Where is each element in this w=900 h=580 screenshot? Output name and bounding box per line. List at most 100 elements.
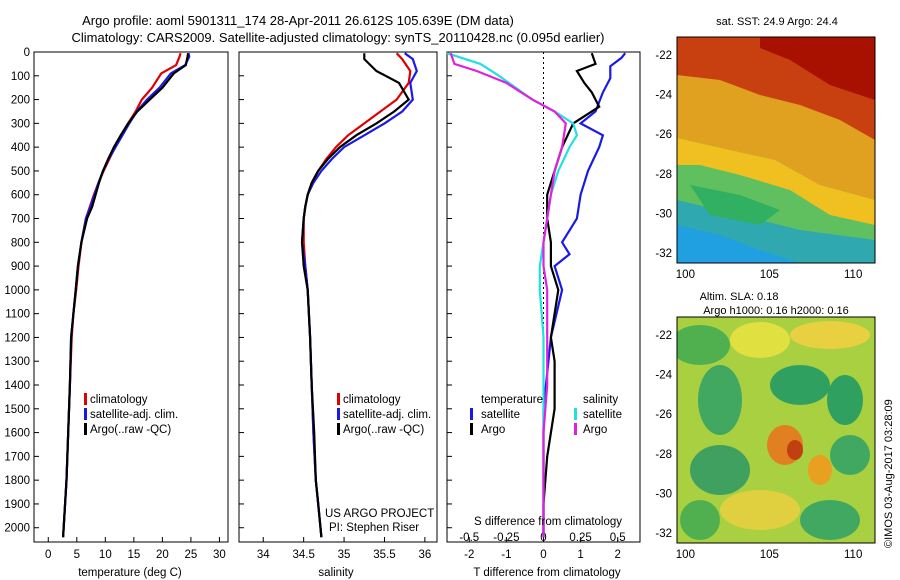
t-difference-axis-label: T difference from climatology	[473, 567, 620, 579]
figure-title-line2: Climatology: CARS2009. Satellite-adjuste…	[71, 30, 604, 45]
map-lon-tick-label: 110	[844, 549, 862, 561]
sla-map-title: Altim. SLA: 0.18	[700, 291, 779, 303]
depth-tick-label: 900	[11, 261, 30, 273]
figure-title-line1: Argo profile: aoml 5901311_174 28-Apr-20…	[82, 13, 514, 28]
legend-swatch-argo	[337, 423, 340, 435]
axes-layer: 0100200300400500600700800900100011001200…	[4, 47, 862, 561]
temperature-series-climatology	[62, 52, 182, 538]
legend-swatch-satellite	[337, 408, 340, 420]
temperature-tick-label: 30	[213, 549, 226, 561]
salinity-tick-label: 35	[338, 549, 351, 561]
legend-label-climatology: climatology	[343, 394, 401, 406]
sst-map-image	[677, 37, 875, 263]
depth-tick-label: 1200	[4, 332, 30, 344]
legend-label-s-argo: Argo	[583, 424, 607, 436]
map-lat-tick-label: -28	[655, 169, 672, 181]
salinity-legend: climatology satellite-adj. clim. Argo(..…	[337, 393, 431, 436]
map-lon-tick-label: 105	[760, 269, 779, 281]
map-lat-tick-label: -32	[655, 248, 672, 260]
t-diff-tick-label: 2	[615, 549, 621, 561]
legend-label-climatology: climatology	[90, 394, 148, 406]
legend-swatch-t-argo	[470, 423, 473, 435]
salinity-tick-label: 36	[418, 549, 431, 561]
difference-series-argo	[542, 52, 601, 538]
imos-watermark: ©IMOS 03-Aug-2017 03:28:09	[883, 399, 895, 548]
map-lat-tick-label: -22	[655, 50, 672, 62]
legend-swatch-t-satellite	[470, 408, 473, 420]
temperature-series-argo	[62, 53, 190, 538]
legend-label-argo: Argo(..raw -QC)	[90, 424, 171, 436]
map-lat-tick-label: -26	[655, 409, 672, 421]
legend-label-t-argo: Argo	[481, 424, 505, 436]
map-lat-tick-label: -24	[655, 89, 672, 101]
legend-swatch-argo	[84, 423, 87, 435]
difference-series-satellite	[542, 52, 627, 538]
map-lon-tick-label: 100	[676, 549, 695, 561]
legend-label-satellite: satellite-adj. clim.	[90, 409, 178, 421]
t-diff-tick-label: 0	[540, 549, 546, 561]
temperature-axis-label: temperature (deg C)	[78, 567, 182, 579]
salinity-series-climatology	[302, 52, 412, 538]
depth-tick-label: 1000	[4, 285, 30, 297]
s-difference-axis-label: S difference from climatology	[474, 516, 622, 528]
sst-map-title: sat. SST: 24.9 Argo: 24.4	[716, 16, 838, 28]
temperature-tick-label: 15	[127, 549, 140, 561]
temperature-panel-frame	[33, 51, 229, 543]
depth-tick-label: 500	[11, 166, 30, 178]
depth-tick-label: 1100	[5, 309, 30, 321]
difference-series-argo_s	[449, 52, 567, 538]
legend-swatch-climatology	[84, 393, 87, 405]
depth-tick-label: 700	[11, 214, 30, 226]
map-lat-tick-label: -30	[655, 488, 672, 500]
map-lat-tick-label: -26	[655, 129, 672, 141]
map-lon-tick-label: 105	[760, 549, 779, 561]
legend-swatch-satellite	[84, 408, 87, 420]
depth-tick-label: 100	[11, 71, 30, 83]
depth-tick-label: 1500	[4, 404, 30, 416]
s-diff-tick-label: 0.25	[569, 532, 591, 544]
legend-swatch-s-satellite	[574, 408, 577, 420]
legend-label-s-satellite: satellite	[583, 409, 622, 421]
salinity-panel-frame	[238, 51, 438, 543]
sla-map-image	[677, 317, 875, 543]
series-layer	[62, 52, 786, 538]
s-diff-tick-label: -0.5	[459, 532, 479, 544]
legend-header-temperature: temperature	[481, 394, 543, 406]
map-lat-tick-label: -28	[655, 449, 672, 461]
depth-tick-label: 600	[11, 190, 30, 202]
legend-label-t-satellite: satellite	[481, 409, 520, 421]
map-lon-tick-label: 100	[676, 269, 695, 281]
depth-tick-label: 200	[11, 95, 30, 107]
salinity-tick-label: 35.5	[373, 549, 395, 561]
temperature-tick-label: 10	[99, 549, 112, 561]
legend-header-salinity: salinity	[583, 394, 618, 406]
depth-tick-label: 1400	[4, 380, 30, 392]
sla-map-subtitle: Argo h1000: 0.16 h2000: 0.16	[703, 305, 849, 317]
sst-map-frame	[676, 36, 876, 264]
depth-tick-label: 1700	[4, 451, 30, 463]
s-diff-tick-label: -0.25	[493, 532, 519, 544]
depth-tick-label: 2000	[4, 523, 30, 535]
t-diff-tick-label: -1	[501, 549, 511, 561]
legend-swatch-s-argo	[574, 423, 577, 435]
legend-label-satellite: satellite-adj. clim.	[343, 409, 431, 421]
depth-tick-label: 1600	[4, 428, 30, 440]
depth-tick-label: 0	[24, 47, 30, 59]
salinity-axis-label: salinity	[318, 567, 353, 579]
depth-tick-label: 1800	[4, 475, 30, 487]
t-diff-tick-label: -2	[464, 549, 474, 561]
project-credit: US ARGO PROJECT	[325, 508, 434, 520]
depth-tick-label: 1300	[4, 356, 30, 368]
temperature-tick-label: 25	[185, 549, 198, 561]
pi-credit: PI: Stephen Riser	[329, 522, 419, 534]
s-diff-tick-label: 0	[540, 532, 546, 544]
depth-tick-label: 800	[11, 237, 30, 249]
sla-map-frame	[676, 316, 876, 544]
map-lat-tick-label: -30	[655, 208, 672, 220]
depth-tick-label: 1900	[4, 499, 30, 511]
temperature-tick-label: 5	[74, 549, 80, 561]
map-lat-tick-label: -32	[655, 528, 672, 540]
legend-label-argo: Argo(..raw -QC)	[343, 424, 424, 436]
t-diff-tick-label: 1	[577, 549, 583, 561]
